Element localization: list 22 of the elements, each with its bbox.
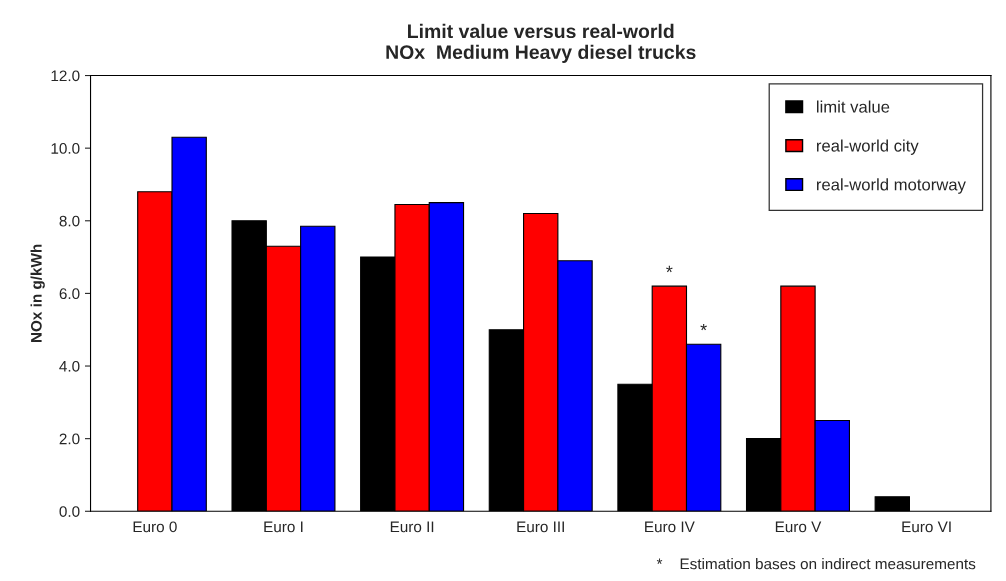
annotation: * [666, 265, 673, 273]
y-tick-label: 8.0 [59, 215, 80, 227]
y-tick-label: 12.0 [51, 70, 80, 82]
x-tick-label: Euro VI [902, 521, 951, 533]
x-tick-label: Euro III [517, 521, 564, 533]
legend-label: real-world motorway [816, 178, 966, 194]
annotation: * [700, 323, 707, 331]
x-tick-label: Euro IV [645, 521, 695, 533]
legend-label: real-world city [816, 139, 919, 155]
y-tick-label: 2.0 [59, 433, 80, 445]
chart-title: Limit value versus real-world NOx Medium Heavy diesel trucks [386, 23, 696, 63]
x-tick-label: Euro II [390, 521, 434, 533]
y-tick-label: 10.0 [51, 143, 80, 154]
text: * Estimation bases on indirect measurements [656, 558, 976, 570]
x-tick-label: Euro I [264, 521, 303, 533]
x-tick-label: Euro 0 [133, 521, 177, 533]
y-tick-label: 6.0 [59, 288, 80, 300]
y-axis-title: NOx in g/kWh [30, 244, 45, 343]
legend-label: limit value [817, 100, 890, 113]
x-tick-label: Euro V [775, 521, 822, 533]
y-tick-label: 0.0 [59, 506, 80, 517]
y-tick-label: 4.0 [59, 360, 80, 372]
